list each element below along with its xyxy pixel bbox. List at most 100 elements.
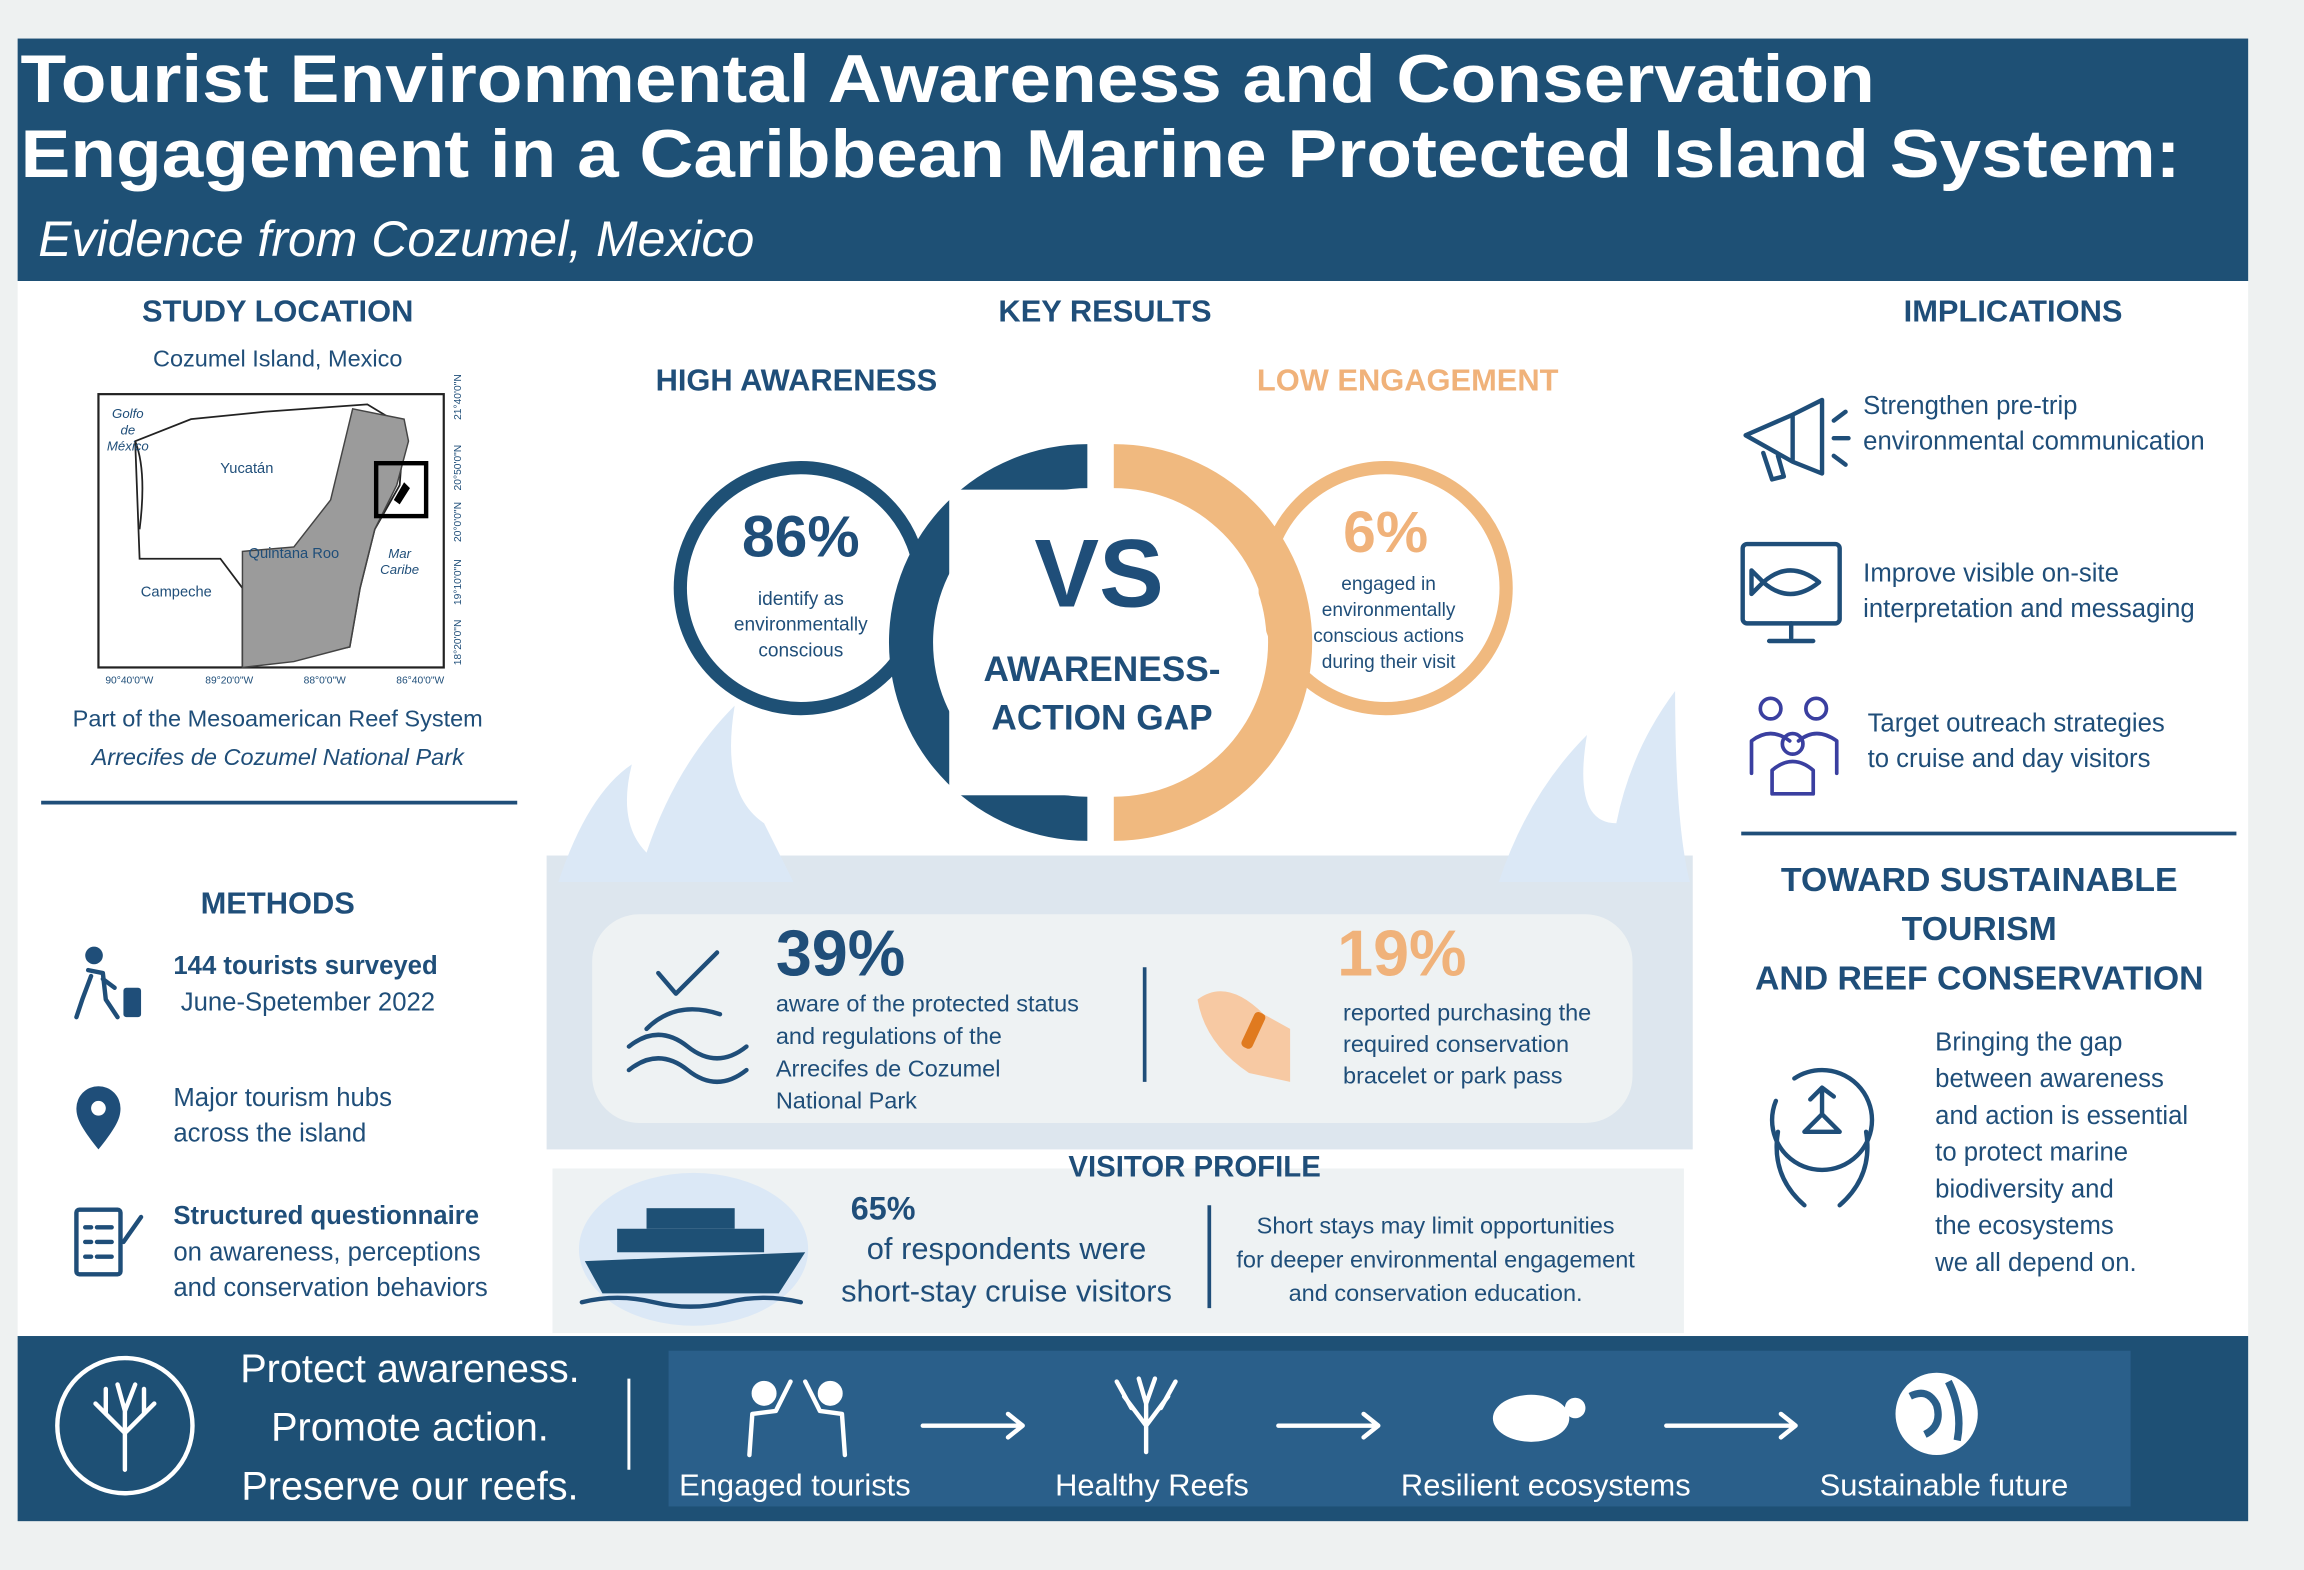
slogan: Preserve our reefs. bbox=[241, 1464, 578, 1508]
checklist-icon bbox=[74, 1207, 144, 1277]
step-label: Sustainable future bbox=[1820, 1468, 2069, 1503]
body-text: Bringing the gap bbox=[1935, 1028, 2122, 1056]
stat-text: reported purchasing the bbox=[1343, 999, 1591, 1025]
stat-text: aware of the protected status bbox=[776, 991, 1079, 1017]
implication-text: to cruise and day visitors bbox=[1868, 745, 2151, 773]
ship-icon bbox=[578, 1172, 809, 1326]
stat-text: required conservation bbox=[1343, 1031, 1569, 1057]
body-text: and action is essential bbox=[1935, 1102, 2188, 1130]
step-label: Healthy Reefs bbox=[1055, 1468, 1249, 1503]
section-heading: KEY RESULTS bbox=[998, 293, 1211, 328]
section-heading: METHODS bbox=[201, 886, 355, 921]
header-band bbox=[17, 38, 2249, 281]
stat-text: bracelet or park pass bbox=[1343, 1063, 1562, 1089]
gap-ring-left bbox=[888, 444, 1088, 841]
stat-text: engaged in bbox=[1341, 574, 1436, 595]
slogan: Promote action. bbox=[271, 1406, 549, 1450]
high-label: HIGH AWARENESS bbox=[656, 363, 938, 398]
method-text: on awareness, perceptions bbox=[173, 1239, 480, 1267]
footer-inner bbox=[668, 1350, 2131, 1507]
step-icons bbox=[747, 1372, 1978, 1458]
gap-line: AWARENESS- bbox=[984, 650, 1221, 689]
map-tick-label: 21°40'0"N bbox=[453, 374, 464, 420]
stat-text: conscious actions bbox=[1313, 626, 1464, 647]
map-island bbox=[393, 482, 410, 505]
stat-text: and regulations of the bbox=[776, 1023, 1002, 1049]
stat-text: of respondents were bbox=[867, 1231, 1146, 1266]
implication-text: Target outreach strategies bbox=[1868, 710, 2165, 738]
body-text: we all depend on. bbox=[1934, 1249, 2136, 1277]
arrows bbox=[920, 1411, 1798, 1440]
stat: 6% bbox=[1343, 500, 1428, 565]
section-heading: TOWARD SUSTAINABLE bbox=[1781, 861, 2178, 899]
vs: VS bbox=[1034, 518, 1163, 627]
map-label: Campeche bbox=[141, 584, 212, 600]
stat-text: during their visit bbox=[1322, 652, 1456, 673]
method-text: 144 tourists surveyed bbox=[173, 952, 437, 980]
tourist-icon bbox=[74, 946, 142, 1020]
implication-text: Improve visible on-site bbox=[1863, 560, 2119, 588]
stats-panel bbox=[592, 914, 1633, 1123]
stat: 39% bbox=[776, 916, 905, 989]
map-tick-label: 88°0'0"W bbox=[304, 675, 347, 686]
monitor-icon bbox=[1740, 541, 1842, 644]
stat-text: National Park bbox=[776, 1088, 917, 1114]
slogan: Protect awareness. bbox=[240, 1347, 579, 1391]
stat-text: conscious bbox=[758, 640, 843, 661]
subtitle: Evidence from Cozumel, Mexico bbox=[38, 211, 754, 267]
note-text: Short stays may limit opportunities bbox=[1257, 1212, 1615, 1238]
low-label: LOW ENGAGEMENT bbox=[1257, 363, 1559, 398]
map-tick-label: 89°20'0"W bbox=[205, 675, 253, 686]
map-label: México bbox=[107, 439, 149, 454]
gap-line: ACTION GAP bbox=[991, 699, 1212, 738]
map-label: Quintana Roo bbox=[249, 546, 340, 562]
map-label: Yucatán bbox=[220, 461, 273, 477]
implication-text: Strengthen pre-trip bbox=[1863, 392, 2077, 420]
map-state bbox=[241, 407, 410, 669]
coral-badge bbox=[55, 1355, 195, 1496]
megaphone-icon bbox=[1743, 397, 1851, 482]
map-tick-label: 86°40'0"W bbox=[396, 675, 444, 686]
step-label: Engaged tourists bbox=[679, 1468, 910, 1503]
wave-icon bbox=[626, 950, 749, 1084]
caption: Part of the Mesoamerican Reef System bbox=[73, 706, 483, 732]
stat-text: Arrecifes de Cozumel bbox=[776, 1055, 1001, 1081]
section-heading: IMPLICATIONS bbox=[1904, 293, 2123, 328]
map-tick-label: 19°10'0"N bbox=[453, 559, 464, 605]
pin-icon bbox=[76, 1086, 121, 1150]
method-text: and conservation behaviors bbox=[173, 1274, 487, 1302]
note-text: and conservation education. bbox=[1289, 1280, 1583, 1306]
map-tick-label: 20°50'0"N bbox=[453, 445, 464, 491]
map-tick-label: 20°0'0"N bbox=[453, 502, 464, 542]
body-text: to protect marine bbox=[1935, 1139, 2128, 1167]
map-highlight bbox=[373, 461, 429, 519]
stat: 86% bbox=[742, 505, 860, 570]
map-label: Mar bbox=[388, 546, 411, 561]
map bbox=[97, 393, 445, 669]
title-line: Tourist Environmental Awareness and Cons… bbox=[21, 42, 1875, 117]
map-tick-label: 18°20'0"N bbox=[453, 620, 464, 666]
body-text: biodiversity and bbox=[1935, 1175, 2114, 1203]
implication-text: interpretation and messaging bbox=[1863, 595, 2194, 623]
stat-text: environmentally bbox=[1322, 600, 1456, 621]
stat: 19% bbox=[1337, 916, 1466, 989]
note-text: for deeper environmental engagement bbox=[1236, 1246, 1635, 1272]
body-text: between awareness bbox=[1935, 1065, 2164, 1093]
hands-icon bbox=[1769, 1067, 1875, 1208]
bracelet-icon bbox=[1197, 991, 1291, 1082]
section-heading: STUDY LOCATION bbox=[142, 293, 413, 328]
section-heading: VISITOR PROFILE bbox=[1068, 1150, 1320, 1183]
method-text: Structured questionnaire bbox=[173, 1202, 479, 1230]
method-text: June-Spetember 2022 bbox=[181, 989, 435, 1017]
method-text: Major tourism hubs bbox=[173, 1084, 392, 1112]
map-label: Golfo bbox=[112, 406, 144, 421]
section-heading: TOURISM bbox=[1902, 910, 2057, 948]
title-line: Engagement in a Caribbean Marine Protect… bbox=[21, 117, 2181, 192]
stat: 65% bbox=[851, 1191, 916, 1227]
stat-text: identify as bbox=[758, 589, 844, 610]
stat-text: short-stay cruise visitors bbox=[841, 1274, 1172, 1309]
method-text: across the island bbox=[173, 1120, 366, 1148]
map-label: Caribe bbox=[380, 562, 419, 577]
park-name: Arrecifes de Cozumel National Park bbox=[90, 744, 465, 770]
